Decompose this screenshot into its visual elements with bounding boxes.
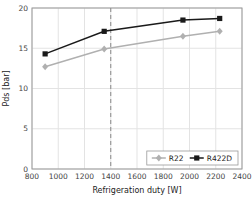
y-axis-label: Pds [bar] bbox=[2, 70, 11, 106]
y-tick-label: 15 bbox=[18, 44, 28, 53]
point bbox=[102, 29, 107, 34]
legend-label: R422D bbox=[207, 154, 233, 163]
grid-line bbox=[32, 128, 242, 129]
point bbox=[42, 63, 48, 70]
y-tick-label: 0 bbox=[23, 165, 28, 174]
x-tick-label: 1200 bbox=[75, 172, 94, 181]
x-tick-label: 1800 bbox=[154, 172, 173, 181]
x-tick-label: 2200 bbox=[206, 172, 225, 181]
series-line bbox=[45, 31, 220, 66]
legend-box bbox=[147, 151, 238, 165]
legend-marker bbox=[194, 155, 199, 160]
y-tick-label: 10 bbox=[18, 84, 28, 93]
grid-line bbox=[32, 88, 242, 89]
point bbox=[180, 17, 185, 22]
point bbox=[217, 28, 223, 35]
plot-frame bbox=[32, 8, 242, 169]
x-tick-label: 1400 bbox=[101, 172, 120, 181]
grid-line bbox=[110, 8, 111, 169]
plot-area bbox=[42, 8, 223, 169]
x-tick-label: 2000 bbox=[180, 172, 199, 181]
point bbox=[217, 16, 222, 21]
grid bbox=[32, 8, 242, 169]
y-tick-label: 20 bbox=[18, 4, 28, 13]
point bbox=[101, 46, 107, 53]
legend-label: R22 bbox=[169, 154, 184, 163]
legend: R22 R422D bbox=[147, 151, 238, 165]
reference-line bbox=[110, 8, 111, 169]
x-tick-label: 1600 bbox=[127, 172, 146, 181]
grid-line bbox=[32, 48, 242, 49]
x-tick-label: 2400 bbox=[232, 172, 251, 181]
point bbox=[43, 51, 48, 56]
x-tick-label: 1000 bbox=[49, 172, 68, 181]
y-tick-label: 5 bbox=[23, 124, 28, 133]
chart: 8001000120014001600180020002200240005101… bbox=[0, 0, 252, 199]
x-axis-label: Refrigeration duty [W] bbox=[92, 186, 181, 195]
legend-marker bbox=[156, 155, 162, 162]
point bbox=[180, 33, 186, 40]
series-line bbox=[45, 18, 220, 53]
